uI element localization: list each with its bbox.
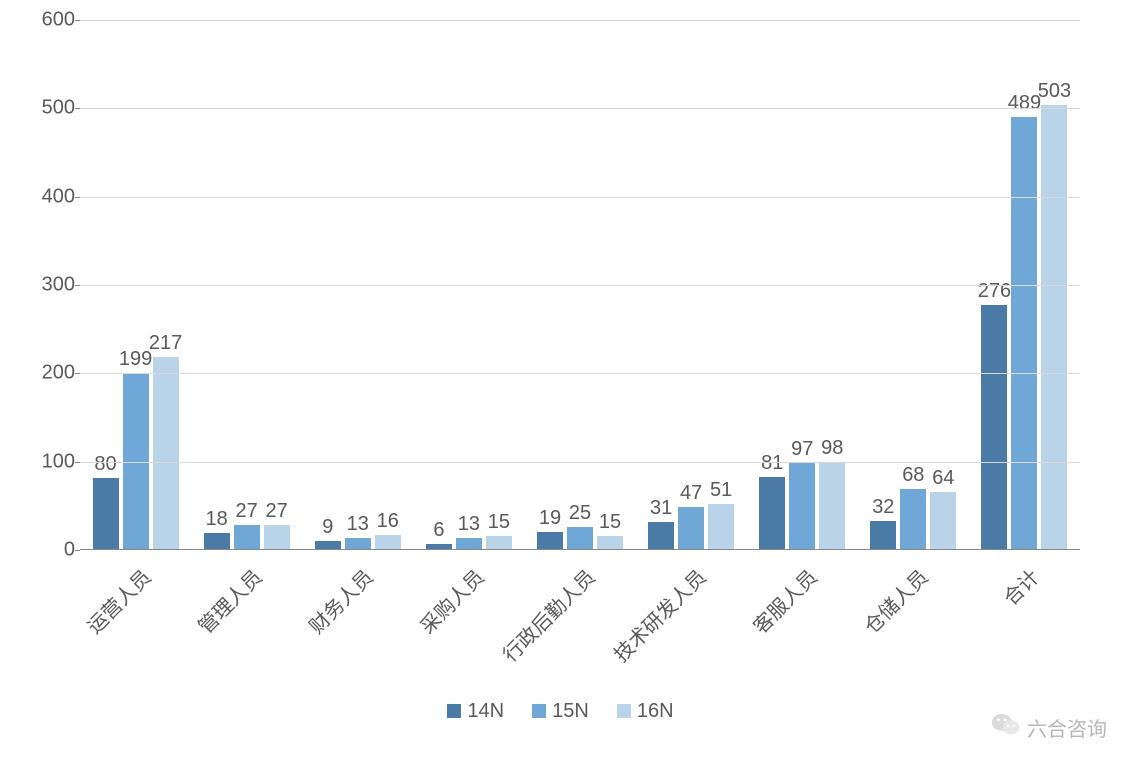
bar: 15 xyxy=(486,536,512,549)
bar-value-label: 13 xyxy=(458,513,480,538)
legend-swatch xyxy=(447,704,461,718)
bar-value-label: 9 xyxy=(322,516,333,541)
bar: 98 xyxy=(819,462,845,549)
watermark-text: 六合咨询 xyxy=(1027,713,1107,742)
category-label: 财务人员 xyxy=(301,562,378,639)
watermark: 六合咨询 xyxy=(991,711,1107,743)
y-tick-mark xyxy=(75,197,80,198)
y-tick-mark xyxy=(75,285,80,286)
legend-swatch xyxy=(617,704,631,718)
bar: 18 xyxy=(204,533,230,549)
legend-item: 14N xyxy=(447,700,504,723)
bar-value-label: 80 xyxy=(94,453,116,478)
bar-value-label: 199 xyxy=(119,348,152,373)
bar: 13 xyxy=(345,538,371,549)
bar-value-label: 97 xyxy=(791,438,813,463)
bar-value-label: 13 xyxy=(347,513,369,538)
bar: 64 xyxy=(930,492,956,549)
bar-value-label: 25 xyxy=(569,502,591,527)
bar: 15 xyxy=(597,536,623,549)
bar-value-label: 98 xyxy=(821,437,843,462)
y-tick-label: 100 xyxy=(30,450,75,473)
legend-item: 16N xyxy=(617,700,674,723)
bar-value-label: 27 xyxy=(236,500,258,525)
y-tick-label: 200 xyxy=(30,362,75,385)
bar: 489 xyxy=(1011,117,1037,549)
bar: 276 xyxy=(981,305,1007,549)
bar: 16 xyxy=(375,535,401,549)
bar-value-label: 47 xyxy=(680,482,702,507)
bar: 81 xyxy=(759,477,785,549)
bar: 51 xyxy=(708,504,734,549)
legend-label: 16N xyxy=(637,700,674,722)
bar-value-label: 217 xyxy=(149,332,182,357)
bar-value-label: 68 xyxy=(902,464,924,489)
y-tick-label: 0 xyxy=(30,539,75,562)
gridline xyxy=(80,373,1080,374)
gridline xyxy=(80,285,1080,286)
legend-label: 14N xyxy=(467,700,504,722)
bar: 9 xyxy=(315,541,341,549)
category-label: 采购人员 xyxy=(412,562,489,639)
category-label: 仓储人员 xyxy=(857,562,934,639)
legend-swatch xyxy=(532,704,546,718)
legend-label: 15N xyxy=(552,700,589,722)
category-label: 管理人员 xyxy=(190,562,267,639)
gridline xyxy=(80,108,1080,109)
y-tick-label: 400 xyxy=(30,185,75,208)
bar-value-label: 18 xyxy=(206,508,228,533)
y-tick-mark xyxy=(75,550,80,551)
wechat-icon xyxy=(991,711,1021,743)
category-label: 行政后勤人员 xyxy=(495,562,600,667)
gridline xyxy=(80,462,1080,463)
bar: 32 xyxy=(870,521,896,549)
bar: 6 xyxy=(426,544,452,549)
legend: 14N 15N 16N xyxy=(0,700,1121,723)
gridline xyxy=(80,20,1080,21)
bar: 27 xyxy=(234,525,260,549)
bar-value-label: 64 xyxy=(932,467,954,492)
bar: 503 xyxy=(1041,105,1067,549)
bar-value-label: 503 xyxy=(1038,80,1071,105)
bar: 97 xyxy=(789,463,815,549)
y-tick-label: 300 xyxy=(30,274,75,297)
bar: 217 xyxy=(153,357,179,549)
bar-value-label: 31 xyxy=(650,497,672,522)
bar: 31 xyxy=(648,522,674,549)
bar-value-label: 15 xyxy=(488,511,510,536)
y-tick-mark xyxy=(75,20,80,21)
gridline xyxy=(80,197,1080,198)
bar-value-label: 276 xyxy=(978,280,1011,305)
bar: 25 xyxy=(567,527,593,549)
bar: 27 xyxy=(264,525,290,549)
bar-value-label: 6 xyxy=(433,519,444,544)
bar-chart: 8019921718272791316613151925153147518197… xyxy=(20,10,1100,650)
y-tick-label: 600 xyxy=(30,9,75,32)
bar-value-label: 51 xyxy=(710,479,732,504)
legend-item: 15N xyxy=(532,700,589,723)
y-tick-label: 500 xyxy=(30,97,75,120)
bar-value-label: 32 xyxy=(872,496,894,521)
bar-value-label: 16 xyxy=(377,510,399,535)
bar-value-label: 15 xyxy=(599,511,621,536)
y-tick-mark xyxy=(75,373,80,374)
y-tick-mark xyxy=(75,462,80,463)
bar: 80 xyxy=(93,478,119,549)
category-label: 运营人员 xyxy=(79,562,156,639)
bar: 47 xyxy=(678,507,704,549)
category-label: 客服人员 xyxy=(746,562,823,639)
bar-value-label: 27 xyxy=(266,500,288,525)
category-label: 技术研发人员 xyxy=(606,562,711,667)
plot-area: 8019921718272791316613151925153147518197… xyxy=(80,20,1080,550)
bar: 13 xyxy=(456,538,482,549)
bar: 68 xyxy=(900,489,926,549)
y-tick-mark xyxy=(75,108,80,109)
bar: 19 xyxy=(537,532,563,549)
bar-value-label: 81 xyxy=(761,452,783,477)
bar-value-label: 489 xyxy=(1008,92,1041,117)
bar-value-label: 19 xyxy=(539,507,561,532)
category-label: 合计 xyxy=(996,562,1045,611)
